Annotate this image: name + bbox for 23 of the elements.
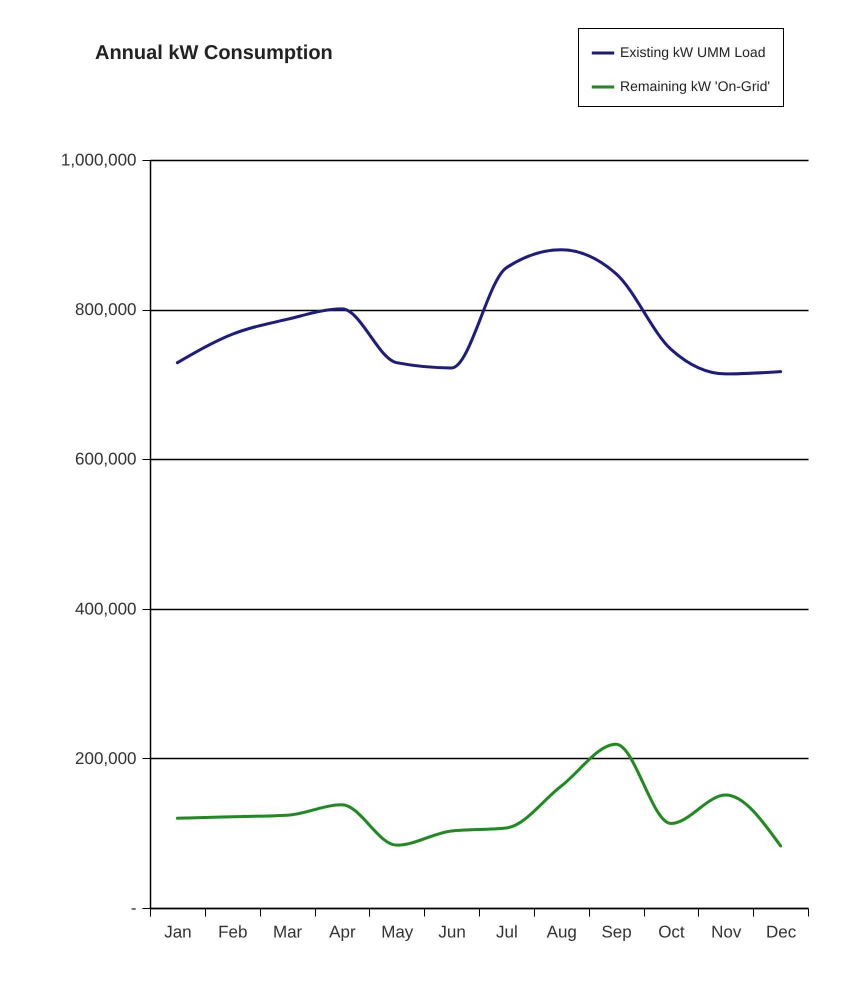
- line-series: [176, 742, 782, 848]
- x-tick-label: Apr: [329, 922, 356, 942]
- x-tick-label: Jul: [496, 922, 518, 942]
- x-tick-label: Jan: [164, 922, 192, 942]
- x-tick-label: Aug: [546, 922, 577, 942]
- x-tick-label: Feb: [218, 922, 248, 942]
- legend-label: Remaining kW 'On-Grid': [620, 78, 770, 94]
- x-tick-label: Dec: [766, 922, 797, 942]
- x-tick-label: Oct: [658, 922, 685, 942]
- chart-title: Annual kW Consumption: [95, 42, 333, 65]
- legend-label: Existing kW UMM Load: [620, 44, 766, 60]
- y-tick-label: 1,000,000: [60, 150, 136, 170]
- x-tick-label: Jun: [438, 922, 466, 942]
- x-tick-label: May: [381, 922, 414, 942]
- y-tick-label: 200,000: [75, 748, 136, 768]
- line-series: [176, 248, 782, 376]
- y-tick-label: -: [130, 898, 136, 918]
- y-tick-label: 600,000: [75, 450, 136, 469]
- x-tick-label: Sep: [601, 922, 632, 942]
- x-tick-label: Mar: [272, 922, 303, 942]
- x-tick-label: Nov: [711, 922, 742, 942]
- y-tick-label: 400,000: [75, 599, 136, 618]
- y-tick-label: 800,000: [75, 300, 136, 320]
